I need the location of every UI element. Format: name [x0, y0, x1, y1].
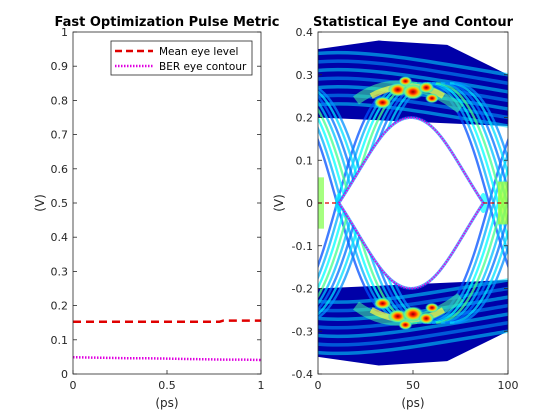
eye-hotspot	[418, 81, 435, 94]
series-line-ber-eye-contour	[73, 355, 261, 362]
eye-hotspot	[373, 297, 392, 310]
right-y-tick-label: -0.4	[292, 368, 313, 381]
left-legend: Mean eye level BER eye contour	[110, 40, 253, 76]
left-y-axis-label: (V)	[33, 194, 47, 212]
legend-label-mean-eye-level: Mean eye level	[159, 46, 238, 58]
left-y-tick-label: 0.4	[51, 231, 69, 244]
eye-hotspot	[398, 319, 413, 330]
left-y-tick-label: 0.7	[51, 129, 69, 142]
right-x-tick-label: 0	[315, 379, 322, 392]
left-x-tick-label: 0	[70, 379, 77, 392]
right-x-axis-label: (ps)	[401, 396, 424, 410]
left-y-ticks: 0 0.1 0.2 0.3 0.4 0.5 0.6 0.7 0.8 0.9 1	[51, 26, 261, 381]
right-y-tick-label: 0.2	[296, 112, 314, 125]
right-y-axis-label: (V)	[272, 194, 286, 212]
right-y-tick-label: 0.1	[296, 154, 314, 167]
right-y-tick-label: -0.1	[292, 240, 313, 253]
eye-trace	[454, 243, 508, 324]
eye-edge-glow	[498, 181, 508, 225]
eye-trace	[445, 212, 508, 324]
eye-hotspot	[398, 76, 413, 87]
left-y-tick-label: 0.3	[51, 265, 69, 278]
left-y-tick-label: 0.9	[51, 60, 69, 73]
eye-trace	[318, 320, 508, 347]
right-x-ticks: 0 50 100	[315, 370, 519, 392]
left-x-tick-label: 0.5	[158, 379, 176, 392]
right-x-tick-label: 100	[498, 379, 519, 392]
eye-hotspot	[418, 312, 435, 325]
left-y-tick-label: 0.2	[51, 300, 69, 313]
left-y-tick-label: 0.6	[51, 163, 69, 176]
right-y-tick-label: -0.2	[292, 283, 313, 296]
eye-trace	[445, 82, 508, 194]
eye-hotspot	[425, 93, 439, 104]
eye-trace	[454, 82, 508, 163]
right-y-tick-label: 0	[306, 197, 313, 210]
eye-trace	[318, 50, 508, 77]
left-plot-area	[73, 319, 261, 362]
left-y-tick-label: 0	[61, 368, 68, 381]
eye-trace	[449, 82, 508, 178]
left-chart: Fast Optimization Pulse Metric 0 0.1 0.2 0.…	[33, 15, 279, 410]
eye-opening	[338, 117, 484, 289]
left-chart-title: Fast Optimization Pulse Metric	[55, 15, 280, 30]
right-chart-title: Statistical Eye and Contour	[313, 15, 514, 30]
eye-hotspot	[373, 96, 392, 109]
legend-box	[110, 40, 253, 76]
right-x-tick-label: 50	[406, 379, 420, 392]
series-line-mean-eye-level	[73, 319, 261, 323]
left-x-ticks: 0 0.5 1	[70, 370, 265, 392]
eye-trace	[318, 67, 508, 94]
right-y-tick-label: 0.3	[296, 69, 314, 82]
eye-trace	[318, 59, 508, 86]
eye-diagram-heatmap	[318, 40, 508, 366]
eye-hotspots	[318, 76, 508, 330]
eye-trace	[318, 312, 508, 339]
right-y-tick-label: 0.4	[296, 26, 314, 39]
eye-trace	[449, 228, 508, 324]
legend-label-ber-eye-contour: BER eye contour	[159, 61, 247, 73]
right-y-tick-label: -0.3	[292, 325, 313, 338]
left-y-tick-label: 0.8	[51, 94, 69, 107]
left-x-tick-label: 1	[258, 379, 265, 392]
left-y-tick-label: 0.1	[51, 334, 69, 347]
eye-trace	[318, 329, 508, 356]
left-x-axis-label: (ps)	[155, 396, 178, 410]
eye-hotspot	[425, 302, 439, 313]
left-y-tick-label: 1	[61, 26, 68, 39]
right-y-ticks: -0.4 -0.3 -0.2 -0.1 0 0.1 0.2 0.3 0.4	[292, 26, 508, 381]
left-y-tick-label: 0.5	[51, 197, 69, 210]
right-chart: Statistical Eye and Contour -0.4 -0.3 -0.2…	[272, 15, 519, 410]
